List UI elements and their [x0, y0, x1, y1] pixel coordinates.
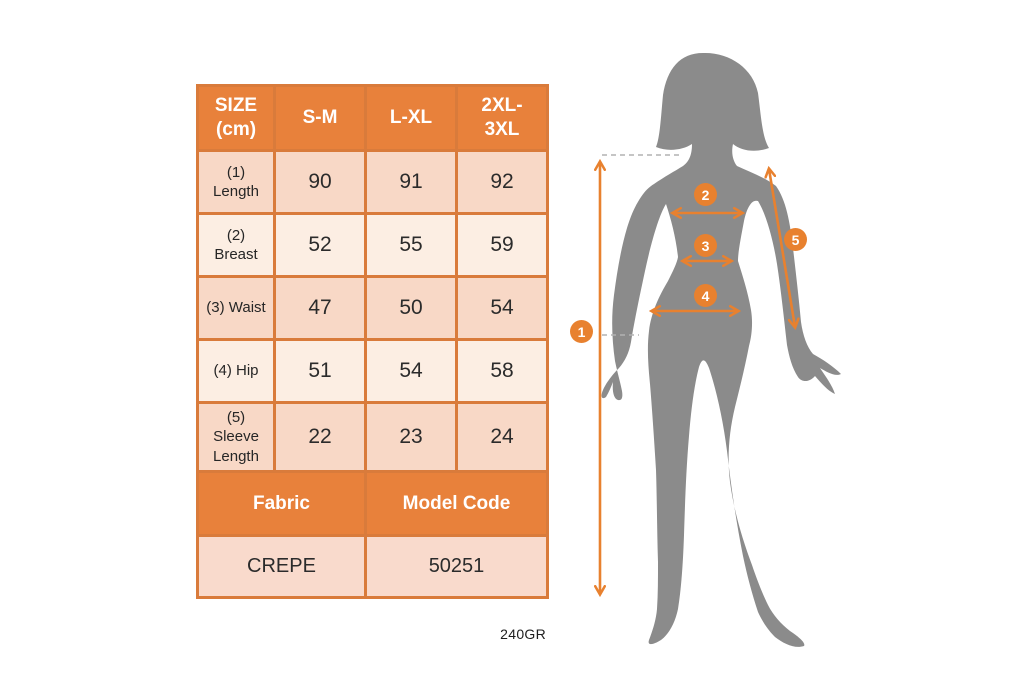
row-label: (4) Hip	[196, 338, 276, 404]
column-header-label: SIZE (cm)	[214, 94, 258, 140]
size-value: 92	[455, 149, 549, 215]
row-label-text: (2) Breast	[214, 226, 258, 264]
column-header-size-cm: SIZE (cm)	[196, 84, 276, 152]
column-header-l-xl: L-XL	[364, 84, 458, 152]
size-chart-table: SIZE (cm) S-M L-XL 2XL-3XL (1) Length 90…	[196, 84, 549, 599]
size-value: 24	[455, 401, 549, 473]
hip-marker-badge: 4	[694, 284, 717, 307]
length-marker-badge: 1	[570, 320, 593, 343]
sleeve-arrow	[769, 169, 795, 327]
weight-note: 240GR	[500, 626, 546, 642]
size-value: 59	[455, 212, 549, 278]
size-value: 55	[364, 212, 458, 278]
size-value: 47	[273, 275, 367, 341]
column-header-label: L-XL	[389, 106, 433, 128]
breast-marker-badge: 2	[694, 183, 717, 206]
size-value: 50	[364, 275, 458, 341]
table-footer-value-row: CREPE 50251	[196, 534, 549, 599]
waist-marker-badge: 3	[694, 234, 717, 257]
fabric-value-cell: CREPE	[196, 534, 367, 599]
size-value: 23	[364, 401, 458, 473]
size-value: 51	[273, 338, 367, 404]
row-label-text: (5) Sleeve Length	[213, 408, 259, 465]
size-value: 58	[455, 338, 549, 404]
size-value: 54	[364, 338, 458, 404]
column-header-label: 2XL-3XL	[481, 94, 523, 140]
row-label-text: (1) Length	[213, 163, 259, 201]
size-chart-header: SIZE (cm) S-M L-XL 2XL-3XL	[196, 84, 549, 152]
size-value: 54	[455, 275, 549, 341]
table-row-hip: (4) Hip 51 54 58	[196, 338, 549, 404]
table-row-length: (1) Length 90 91 92	[196, 149, 549, 215]
sleeve-marker-badge: 5	[784, 228, 807, 251]
column-header-s-m: S-M	[273, 84, 367, 152]
fabric-header-cell: Fabric	[196, 470, 367, 537]
row-label: (5) Sleeve Length	[196, 401, 276, 473]
model-code-value-cell: 50251	[364, 534, 549, 599]
column-header-2xl-3xl: 2XL-3XL	[455, 84, 549, 152]
table-row-breast: (2) Breast 52 55 59	[196, 212, 549, 278]
table-row-sleeve-length: (5) Sleeve Length 22 23 24	[196, 401, 549, 473]
table-footer-header-row: Fabric Model Code	[196, 470, 549, 537]
row-label: (3) Waist	[196, 275, 276, 341]
measurement-figure	[540, 52, 841, 647]
row-label: (1) Length	[196, 149, 276, 215]
row-label: (2) Breast	[196, 212, 276, 278]
size-value: 91	[364, 149, 458, 215]
size-value: 52	[273, 212, 367, 278]
table-row-waist: (3) Waist 47 50 54	[196, 275, 549, 341]
row-label-text: (4) Hip	[213, 362, 259, 380]
model-code-header-cell: Model Code	[364, 470, 549, 537]
row-label-text: (3) Waist	[206, 299, 266, 317]
column-header-label: S-M	[302, 106, 338, 128]
body-silhouette	[601, 52, 841, 647]
size-value: 90	[273, 149, 367, 215]
size-value: 22	[273, 401, 367, 473]
